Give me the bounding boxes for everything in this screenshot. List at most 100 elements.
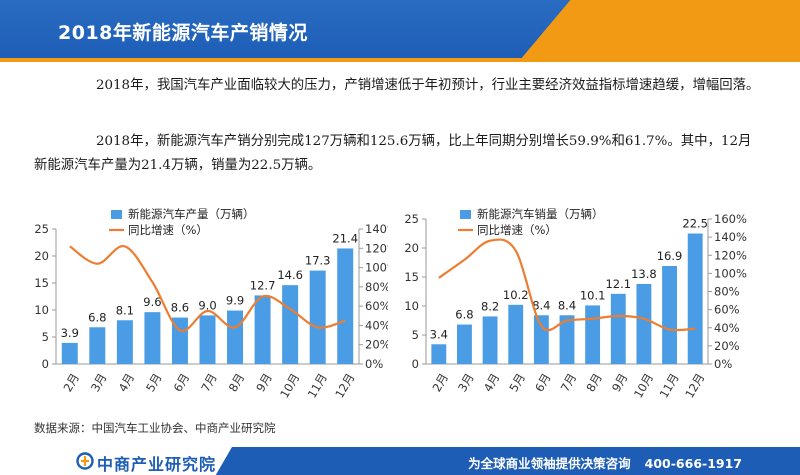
data-source-note: 数据来源：中国汽车工业协会、中商产业研究院 xyxy=(34,421,276,435)
production-legend-bar-label: 新能源汽车产量（万辆） xyxy=(128,207,255,221)
production-left-tick-label: 5 xyxy=(42,330,49,344)
sales-left-tick-label: 10 xyxy=(404,299,419,313)
sales-bar xyxy=(636,283,652,364)
production-bar-value-label: 9.0 xyxy=(198,298,216,312)
sales-category-label: 6月 xyxy=(532,371,554,394)
sales-category-label: 7月 xyxy=(558,371,580,394)
production-bar-value-label: 9.9 xyxy=(226,294,244,308)
sales-category-label: 4月 xyxy=(481,371,503,394)
production-category-label: 12月 xyxy=(332,371,357,401)
contact-phone: 400-666-1917 xyxy=(644,456,742,471)
sales-bar xyxy=(508,304,524,364)
production-right-tick-label: 40% xyxy=(365,318,388,332)
sales-right-tick-label: 100% xyxy=(714,266,747,280)
sales-bar-value-label: 22.5 xyxy=(682,217,708,231)
production-bar xyxy=(199,315,216,364)
sales-bar-value-label: 10.1 xyxy=(580,288,606,302)
sales-bar xyxy=(482,316,498,364)
footer-slogan: 为全球商业领袖提供决策咨询 400-666-1917 xyxy=(468,453,742,472)
production-bar-value-label: 12.7 xyxy=(250,278,276,292)
company-logo-icon xyxy=(76,452,94,470)
sales-right-tick-label: 140% xyxy=(714,230,747,244)
header-orange-stripe xyxy=(0,58,800,62)
slogan-text: 为全球商业领袖提供决策咨询 xyxy=(468,456,631,471)
sales-bar-value-label: 3.4 xyxy=(430,327,448,341)
sales-category-label: 9月 xyxy=(609,371,631,394)
sales-legend-bar-label: 新能源汽车销量（万辆） xyxy=(477,207,604,221)
production-bar-value-label: 9.6 xyxy=(143,295,161,309)
sales-left-tick-label: 20 xyxy=(404,241,419,255)
sales-category-label: 11月 xyxy=(657,371,682,401)
production-chart: 0 5 10 15 20 25 0% 20% 40% 60% 80% 100% 120% 140% 3.9 2… xyxy=(34,207,388,401)
sales-category-label: 3月 xyxy=(455,371,477,394)
intro-paragraph-2: 2018年，新能源汽车产销分别完成127万辆和125.6万辆，比上年同期分别增长… xyxy=(34,134,752,173)
sales-bar xyxy=(610,293,626,364)
sales-category-label: 2月 xyxy=(429,371,451,394)
sales-left-tick-label: 5 xyxy=(412,328,419,342)
sales-right-tick-label: 120% xyxy=(714,248,747,262)
sales-bar-value-label: 12.1 xyxy=(605,277,631,291)
production-left-tick-label: 15 xyxy=(34,276,49,290)
sales-bar-value-label: 10.2 xyxy=(503,288,529,302)
production-bar-value-label: 17.3 xyxy=(305,254,331,268)
production-legend-bar-swatch xyxy=(111,210,122,219)
production-left-tick-label: 20 xyxy=(34,249,49,263)
sales-left-tick-label: 0 xyxy=(412,357,419,371)
sales-bar xyxy=(559,315,575,364)
sales-legend-bar-swatch xyxy=(460,210,471,219)
sales-right-tick-label: 20% xyxy=(714,339,740,353)
production-bar-value-label: 8.1 xyxy=(116,303,134,317)
production-left-tick-label: 25 xyxy=(34,222,49,236)
sales-bar-value-label: 13.8 xyxy=(631,267,657,281)
sales-bar-value-label: 16.9 xyxy=(657,249,683,263)
production-bar-value-label: 14.6 xyxy=(277,268,303,282)
sales-bar xyxy=(533,315,549,364)
production-bar xyxy=(337,248,354,364)
sales-bar xyxy=(585,305,601,364)
production-bar xyxy=(116,320,133,364)
footer-bar: 中商产业研究院 为全球商业领袖提供决策咨询 400-666-1917 xyxy=(0,447,800,475)
production-bar xyxy=(227,310,244,364)
sales-bar xyxy=(662,265,677,364)
production-bar xyxy=(254,295,271,364)
sales-legend-line-label: 同比增速（%） xyxy=(477,223,557,237)
production-bar xyxy=(89,327,106,364)
sales-category-label: 12月 xyxy=(682,371,707,401)
production-bar-value-label: 6.8 xyxy=(88,310,106,324)
sales-bar xyxy=(431,344,447,364)
production-right-tick-label: 20% xyxy=(365,338,388,352)
production-right-tick-label: 80% xyxy=(365,280,388,294)
sales-bar-value-label: 8.4 xyxy=(532,298,550,312)
production-category-label: 9月 xyxy=(253,371,275,394)
production-legend-line-label: 同比增速（%） xyxy=(128,223,208,237)
sales-bar-value-label: 8.2 xyxy=(481,299,499,313)
sales-bar xyxy=(457,324,472,364)
sales-bar-value-label: 6.8 xyxy=(455,308,473,322)
production-right-tick-label: 120% xyxy=(365,241,388,255)
header-orange-accent xyxy=(520,0,800,60)
header-banner: 2018年新能源汽车产销情况 xyxy=(0,0,800,68)
sales-bar-value-label: 8.4 xyxy=(558,298,576,312)
production-category-label: 5月 xyxy=(143,371,165,394)
production-bar xyxy=(282,285,299,364)
production-bar-value-label: 3.9 xyxy=(61,326,79,340)
sales-category-label: 8月 xyxy=(583,371,605,394)
sales-left-tick-label: 25 xyxy=(404,212,419,226)
production-right-tick-label: 0% xyxy=(365,357,383,371)
production-left-tick-label: 10 xyxy=(34,303,49,317)
production-bar xyxy=(309,270,326,364)
production-right-tick-label: 140% xyxy=(365,222,388,236)
production-growth-line xyxy=(69,245,346,332)
production-left-tick-label: 0 xyxy=(42,357,49,371)
sales-growth-line xyxy=(438,238,696,332)
sales-right-tick-label: 0% xyxy=(714,357,732,371)
production-category-label: 6月 xyxy=(171,371,193,394)
sales-category-label: 10月 xyxy=(631,371,656,401)
sales-bar xyxy=(687,233,703,364)
production-bar xyxy=(61,342,78,364)
intro-paragraph-1: 2018年，我国汽车产业面临较大的压力，产销增速低于年初预计，行业主要经济效益指… xyxy=(96,78,760,93)
production-bar xyxy=(171,317,188,364)
sales-right-tick-label: 40% xyxy=(714,321,740,335)
footer-logo-area xyxy=(0,447,232,475)
production-category-label: 8月 xyxy=(226,371,248,394)
